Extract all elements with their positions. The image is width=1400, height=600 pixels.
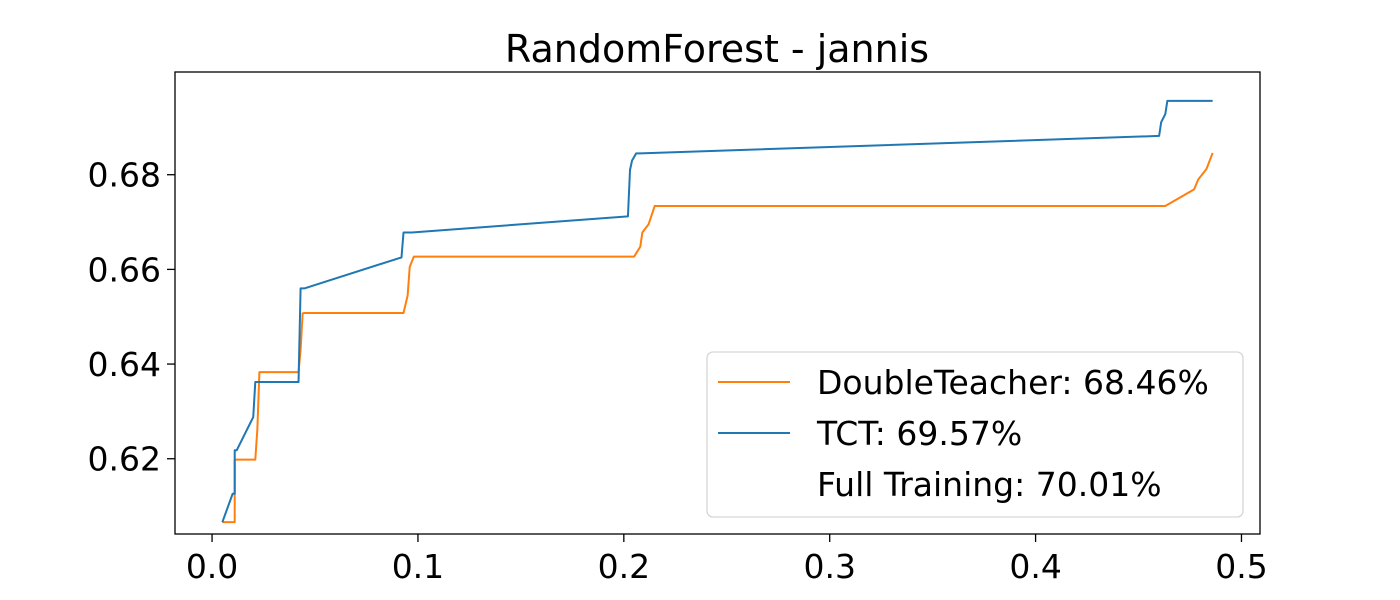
series-layer [221, 99, 1214, 524]
legend-label-0: DoubleTeacher: 68.46% [817, 363, 1209, 402]
legend: DoubleTeacher: 68.46% TCT: 69.57% Full Tra… [706, 351, 1244, 518]
x-tick-label: 0.1 [392, 547, 444, 586]
x-tick-label: 0.3 [803, 547, 855, 586]
series-line-0 [222, 152, 1214, 524]
y-tick-label: 0.62 [88, 440, 161, 479]
y-tick-label: 0.66 [88, 250, 161, 289]
legend-label-2: Full Training: 70.01% [817, 465, 1162, 504]
x-axis: 0.0 0.1 0.2 0.3 0.4 0.5 [186, 534, 1268, 586]
y-axis: 0.62 0.64 0.66 0.68 [88, 156, 175, 479]
plot-frame [174, 71, 1261, 535]
y-tick-label: 0.64 [88, 345, 161, 384]
x-tick-label: 0.5 [1215, 547, 1267, 586]
series-line-1 [221, 99, 1213, 523]
legend-label-1: TCT: 69.57% [816, 414, 1022, 453]
y-tick-label: 0.68 [88, 156, 161, 195]
legend-box [706, 351, 1244, 518]
x-tick-label: 0.0 [186, 547, 238, 586]
chart-title: RandomForest - jannis [505, 27, 929, 71]
x-tick-label: 0.2 [598, 547, 650, 586]
x-tick-label: 0.4 [1009, 547, 1061, 586]
